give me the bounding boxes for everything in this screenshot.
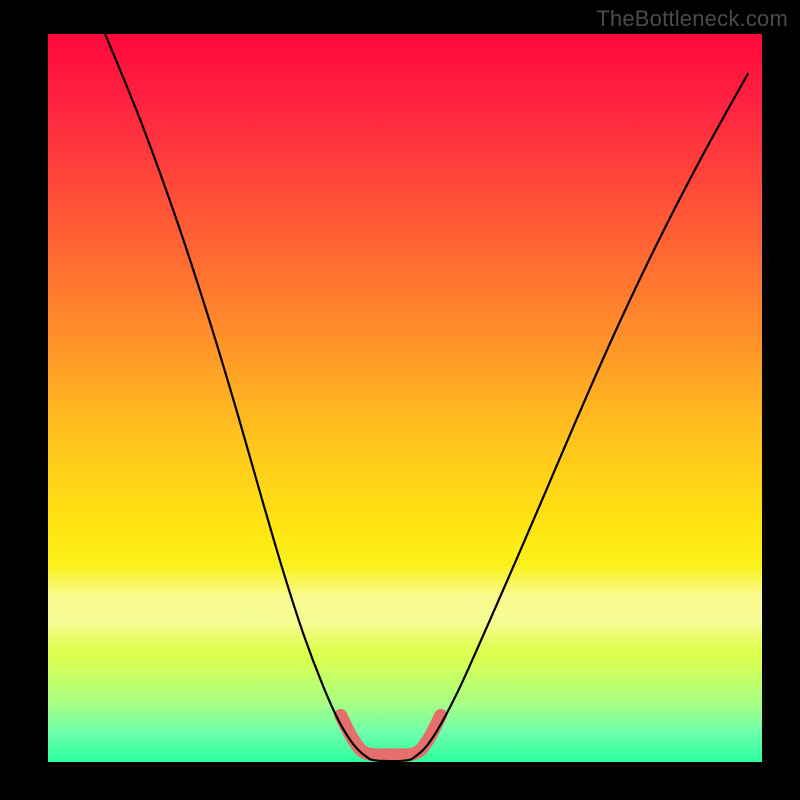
- bottleneck-chart: [0, 0, 800, 800]
- watermark-text: TheBottleneck.com: [596, 6, 788, 32]
- pale-band: [48, 565, 762, 652]
- chart-stage: TheBottleneck.com: [0, 0, 800, 800]
